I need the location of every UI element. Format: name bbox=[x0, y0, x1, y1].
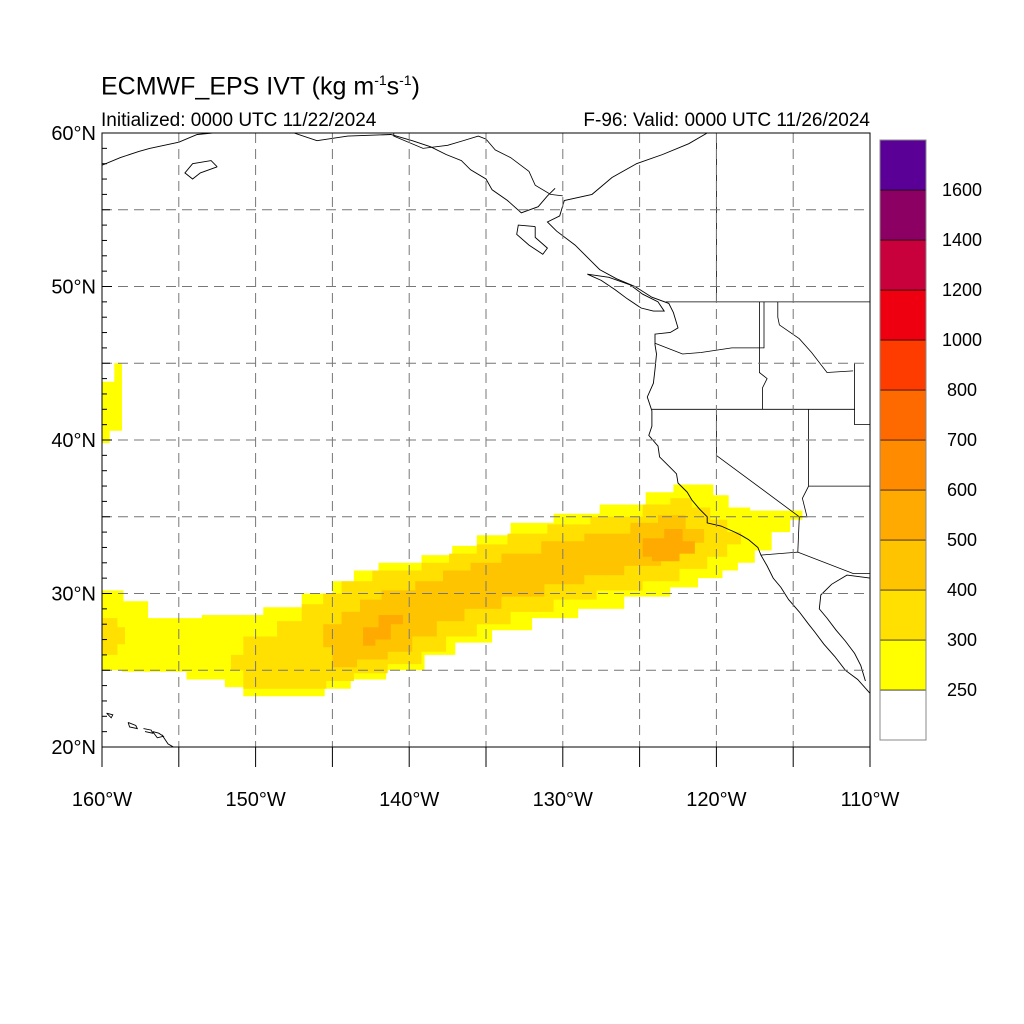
coastline-1 bbox=[818, 574, 870, 682]
colorbar-swatch bbox=[879, 289, 927, 341]
lon-label: 130°W bbox=[533, 789, 593, 811]
lon-label: 160°W bbox=[72, 789, 132, 811]
coastlines bbox=[102, 133, 870, 747]
coastline-11 bbox=[152, 731, 165, 739]
colorbar-label: 300 bbox=[947, 630, 977, 650]
lon-label: 110°W bbox=[841, 789, 900, 811]
colorbar-swatch bbox=[879, 689, 927, 741]
border-6 bbox=[654, 301, 765, 355]
ivt-region-c500-5 bbox=[363, 615, 404, 646]
colorbar-swatch bbox=[879, 589, 927, 641]
colorbar-label: 500 bbox=[947, 530, 977, 550]
latitude-labels: 20°N 30°N 40°N 50°N 60°N bbox=[51, 123, 96, 759]
coastline-8 bbox=[106, 712, 114, 719]
lat-label: 40°N bbox=[51, 430, 96, 452]
ivt-region-c500-6 bbox=[642, 529, 695, 562]
border-0 bbox=[393, 133, 563, 197]
colorbar-label: 250 bbox=[947, 680, 977, 700]
colorbar-swatch bbox=[879, 639, 927, 691]
colorbar-swatch bbox=[879, 189, 927, 241]
border-7 bbox=[797, 409, 809, 553]
init-time-label: Initialized: 0000 UTC 11/22/2024 bbox=[101, 110, 377, 131]
colorbar-label: 600 bbox=[947, 480, 977, 500]
colorbar-swatch bbox=[879, 539, 927, 591]
colorbar-swatch bbox=[879, 389, 927, 441]
lon-label: 140°W bbox=[379, 789, 439, 811]
coastline-7 bbox=[161, 734, 175, 747]
ivt-colorbar: 250 300 400 500 600 700 800 1000 1200 1400 1600 bbox=[879, 139, 982, 741]
ivt-shading bbox=[102, 363, 803, 697]
coastline-9 bbox=[127, 721, 139, 730]
border-8 bbox=[854, 363, 870, 426]
coastline-5 bbox=[516, 224, 549, 255]
coastline-0 bbox=[546, 133, 870, 694]
longitude-labels: 160°W 150°W 140°W 130°W 120°W 110°W bbox=[72, 789, 900, 811]
lat-label: 30°N bbox=[51, 584, 96, 606]
coastline-4 bbox=[293, 133, 556, 214]
colorbar-label: 400 bbox=[947, 580, 977, 600]
colorbar-label: 1000 bbox=[942, 330, 982, 350]
ivt-region-c250-0 bbox=[102, 363, 122, 444]
coastline-6 bbox=[587, 273, 666, 312]
colorbar-swatch bbox=[879, 139, 927, 191]
ivt-region-c400-4 bbox=[323, 515, 705, 668]
colorbar-label: 1400 bbox=[942, 230, 982, 250]
coastline-3 bbox=[184, 160, 218, 180]
border-11 bbox=[777, 301, 854, 373]
lat-label: 50°N bbox=[51, 277, 96, 299]
colorbar-swatch bbox=[879, 339, 927, 391]
border-4 bbox=[716, 409, 800, 518]
map-title: ECMWF_EPS IVT (kg m-1s-1) bbox=[101, 72, 420, 101]
coastline-10 bbox=[143, 728, 154, 734]
lon-label: 120°W bbox=[686, 789, 746, 811]
colorbar-swatch bbox=[879, 489, 927, 541]
coastline-2 bbox=[102, 133, 213, 166]
border-5 bbox=[759, 301, 768, 410]
border-10 bbox=[760, 551, 870, 574]
colorbar-swatch bbox=[879, 439, 927, 491]
lat-label: 60°N bbox=[51, 123, 96, 145]
graticule-grid bbox=[102, 133, 870, 747]
lon-label: 150°W bbox=[225, 789, 285, 811]
colorbar-label: 800 bbox=[947, 380, 977, 400]
colorbar-frame bbox=[879, 139, 927, 741]
colorbar-label: 700 bbox=[947, 430, 977, 450]
colorbar-label: 1200 bbox=[942, 280, 982, 300]
colorbar-swatch bbox=[879, 239, 927, 291]
ivt-region-c300-2 bbox=[102, 618, 125, 655]
axis-ticks bbox=[101, 132, 871, 767]
lat-label: 20°N bbox=[51, 737, 96, 759]
valid-time-label: F-96: Valid: 0000 UTC 11/26/2024 bbox=[583, 110, 870, 131]
colorbar-label: 1600 bbox=[942, 180, 982, 200]
